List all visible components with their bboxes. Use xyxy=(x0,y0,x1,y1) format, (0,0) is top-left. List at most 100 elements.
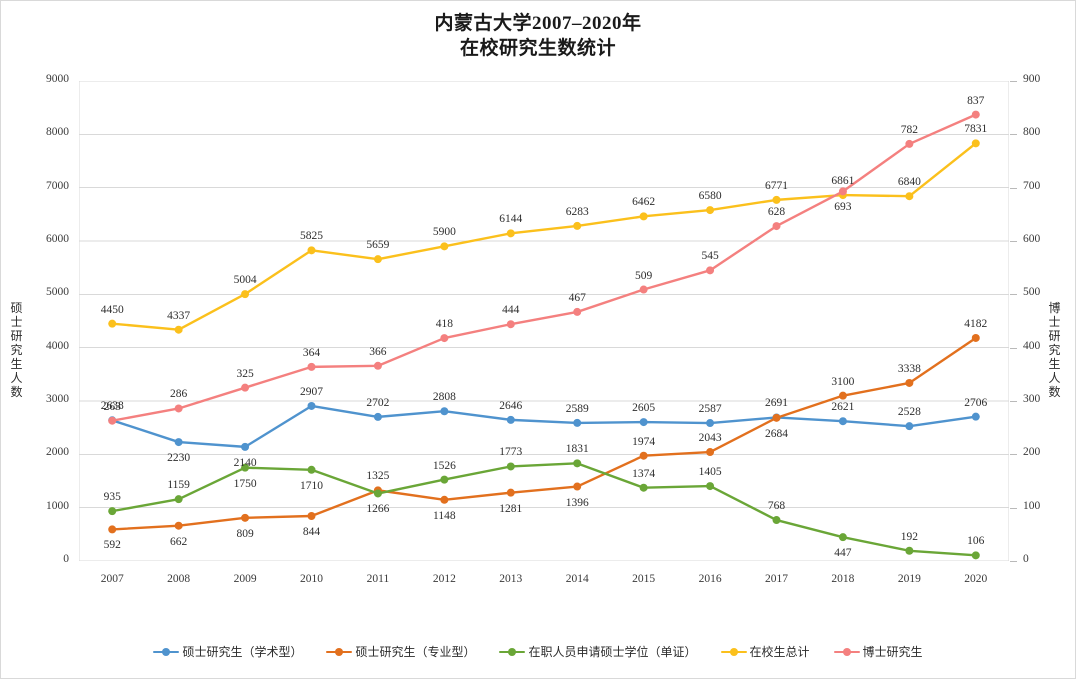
data-point xyxy=(307,511,316,520)
y-axis-left-tick-label: 8000 xyxy=(46,126,69,139)
x-axis-tick-label: 2012 xyxy=(432,573,456,585)
data-point xyxy=(440,242,449,251)
data-point xyxy=(971,333,980,342)
data-point xyxy=(440,407,449,416)
legend-item-label: 硕士研究生（专业型） xyxy=(355,645,476,659)
data-point xyxy=(706,419,715,428)
data-point xyxy=(108,319,117,328)
data-point xyxy=(706,448,715,457)
y-axis-left-tick-label: 7000 xyxy=(46,179,69,192)
data-point xyxy=(573,221,582,230)
data-point xyxy=(772,195,781,204)
y-axis-right-tick-label: 100 xyxy=(1023,499,1041,512)
x-axis-tick-label: 2010 xyxy=(300,573,323,585)
y-axis-right-tick-mark xyxy=(1010,347,1017,349)
data-point xyxy=(307,465,316,474)
data-point xyxy=(905,139,914,148)
data-point xyxy=(838,533,847,542)
y-axis-left-tick-label: 9000 xyxy=(46,73,69,85)
y-axis-right-tick-mark xyxy=(1010,81,1017,82)
legend-swatch-icon xyxy=(153,647,180,657)
legend-swatch-icon xyxy=(720,647,747,657)
y-axis-left-tick-label: 4000 xyxy=(46,339,69,352)
data-point xyxy=(241,463,250,472)
y-axis-right-tick-mark xyxy=(1010,294,1017,296)
x-axis-tick-label: 2018 xyxy=(831,573,855,585)
data-point xyxy=(573,418,582,427)
data-point xyxy=(373,255,382,264)
data-point xyxy=(905,546,914,555)
legend-item[interactable]: 博士研究生 xyxy=(833,643,923,660)
y-axis-left-title: 硕士研究生人数 xyxy=(10,301,23,399)
plot-area xyxy=(79,81,1009,561)
data-point xyxy=(506,415,515,424)
y-axis-right-tick-label: 800 xyxy=(1023,126,1041,139)
chart-legend: 硕士研究生（学术型） 硕士研究生（专业型） 在职人员申请硕士学位（单证） 在校生总计 博… xyxy=(1,643,1075,660)
data-point xyxy=(838,391,847,400)
y-axis-right-tick-label: 400 xyxy=(1023,339,1041,352)
y-axis-right-tick-mark xyxy=(1010,454,1017,456)
x-axis-tick-label: 2009 xyxy=(233,573,257,585)
y-axis-right-tick-mark xyxy=(1010,507,1017,509)
data-point xyxy=(772,516,781,525)
data-point xyxy=(905,422,914,431)
y-axis-left-tick-label: 1000 xyxy=(46,499,69,512)
data-point xyxy=(573,482,582,491)
data-point xyxy=(971,412,980,421)
series-line xyxy=(111,336,977,531)
plot-svg xyxy=(79,81,1009,561)
data-point xyxy=(241,513,250,522)
data-point xyxy=(905,378,914,387)
data-point xyxy=(772,413,781,422)
legend-swatch-icon xyxy=(326,647,353,657)
data-point xyxy=(971,139,980,148)
legend-item-label: 博士研究生 xyxy=(862,645,923,659)
data-point xyxy=(241,383,250,392)
legend-item[interactable]: 在校生总计 xyxy=(720,643,810,660)
data-point xyxy=(307,362,316,371)
data-point xyxy=(108,416,117,425)
x-axis-tick-label: 2019 xyxy=(897,573,921,585)
y-axis-right-tick-label: 600 xyxy=(1023,233,1041,245)
data-point xyxy=(506,462,515,471)
data-point xyxy=(573,307,582,316)
x-axis-tick-label: 2016 xyxy=(698,573,722,585)
legend-item[interactable]: 在职人员申请硕士学位（单证） xyxy=(499,643,697,660)
legend-swatch-icon xyxy=(833,647,860,657)
x-axis-tick-label: 2020 xyxy=(964,573,988,585)
y-axis-right-tick-label: 0 xyxy=(1023,553,1029,565)
data-point xyxy=(639,212,648,221)
data-point xyxy=(506,488,515,497)
series-line xyxy=(111,113,977,422)
data-point xyxy=(373,361,382,370)
y-axis-left-tick-label: 6000 xyxy=(46,233,69,245)
data-point xyxy=(108,525,117,534)
data-point xyxy=(506,320,515,329)
legend-item-label: 硕士研究生（学术型） xyxy=(182,645,303,659)
data-point xyxy=(639,285,648,294)
y-axis-right-tick-label: 300 xyxy=(1023,393,1041,405)
legend-item[interactable]: 硕士研究生（学术型） xyxy=(153,643,302,660)
y-axis-right-tick-mark xyxy=(1010,241,1017,242)
legend-item[interactable]: 硕士研究生（专业型） xyxy=(326,643,475,660)
data-point xyxy=(639,451,648,460)
data-point xyxy=(241,290,250,299)
y-axis-right-tick-mark xyxy=(1010,134,1017,136)
y-axis-right-tick-label: 700 xyxy=(1023,179,1041,192)
series-line xyxy=(111,404,977,449)
y-axis-left-tick-label: 2000 xyxy=(46,446,69,459)
data-point xyxy=(772,222,781,231)
data-point xyxy=(639,483,648,492)
x-axis-tick-label: 2015 xyxy=(632,573,656,585)
x-axis-tick-label: 2013 xyxy=(499,573,523,585)
y-axis-right-tick-mark xyxy=(1010,401,1017,402)
y-axis-right-tick-mark xyxy=(1010,561,1017,562)
data-point xyxy=(639,418,648,427)
y-axis-right-tick-label: 200 xyxy=(1023,446,1041,459)
legend-item-label: 在校生总计 xyxy=(749,645,810,659)
data-point xyxy=(108,507,117,516)
data-point xyxy=(838,187,847,196)
data-point xyxy=(440,495,449,504)
data-point xyxy=(971,551,980,560)
